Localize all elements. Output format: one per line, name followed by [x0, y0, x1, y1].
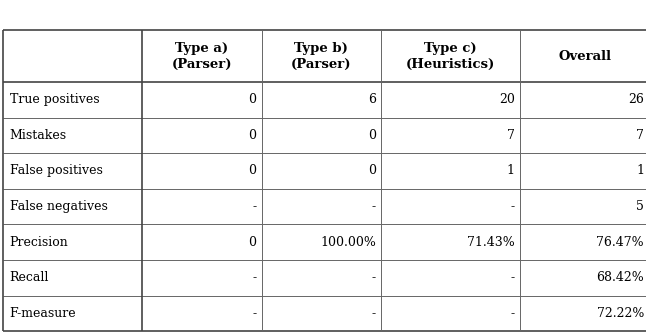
Text: -: - — [511, 200, 515, 213]
Text: 68.42%: 68.42% — [596, 271, 644, 284]
Text: 1: 1 — [636, 165, 644, 177]
Text: Mistakes: Mistakes — [10, 129, 67, 142]
Text: 26: 26 — [628, 93, 644, 106]
Text: 0: 0 — [368, 129, 376, 142]
Text: -: - — [253, 307, 256, 320]
Text: Type a)
(Parser): Type a) (Parser) — [172, 42, 232, 71]
Text: Type b)
(Parser): Type b) (Parser) — [291, 42, 351, 71]
Text: F-measure: F-measure — [10, 307, 76, 320]
Text: 7: 7 — [507, 129, 515, 142]
Text: 6: 6 — [368, 93, 376, 106]
Text: 0: 0 — [368, 165, 376, 177]
Text: -: - — [372, 307, 376, 320]
Text: 100.00%: 100.00% — [320, 236, 376, 249]
Text: -: - — [253, 271, 256, 284]
Text: 0: 0 — [249, 165, 256, 177]
Text: -: - — [511, 271, 515, 284]
Text: 71.43%: 71.43% — [467, 236, 515, 249]
Text: Overall: Overall — [558, 50, 611, 63]
Text: -: - — [511, 307, 515, 320]
Text: -: - — [253, 200, 256, 213]
Text: -: - — [372, 271, 376, 284]
Text: 72.22%: 72.22% — [597, 307, 644, 320]
Text: Precision: Precision — [10, 236, 68, 249]
Text: Recall: Recall — [10, 271, 49, 284]
Text: False negatives: False negatives — [10, 200, 108, 213]
Text: 0: 0 — [249, 93, 256, 106]
Text: Type c)
(Heuristics): Type c) (Heuristics) — [406, 42, 495, 71]
Text: 76.47%: 76.47% — [596, 236, 644, 249]
Text: 0: 0 — [249, 129, 256, 142]
Text: 5: 5 — [636, 200, 644, 213]
Text: True positives: True positives — [10, 93, 99, 106]
Text: 7: 7 — [636, 129, 644, 142]
Text: 0: 0 — [249, 236, 256, 249]
Text: 1: 1 — [507, 165, 515, 177]
Text: False positives: False positives — [10, 165, 103, 177]
Text: -: - — [372, 200, 376, 213]
Text: 20: 20 — [499, 93, 515, 106]
